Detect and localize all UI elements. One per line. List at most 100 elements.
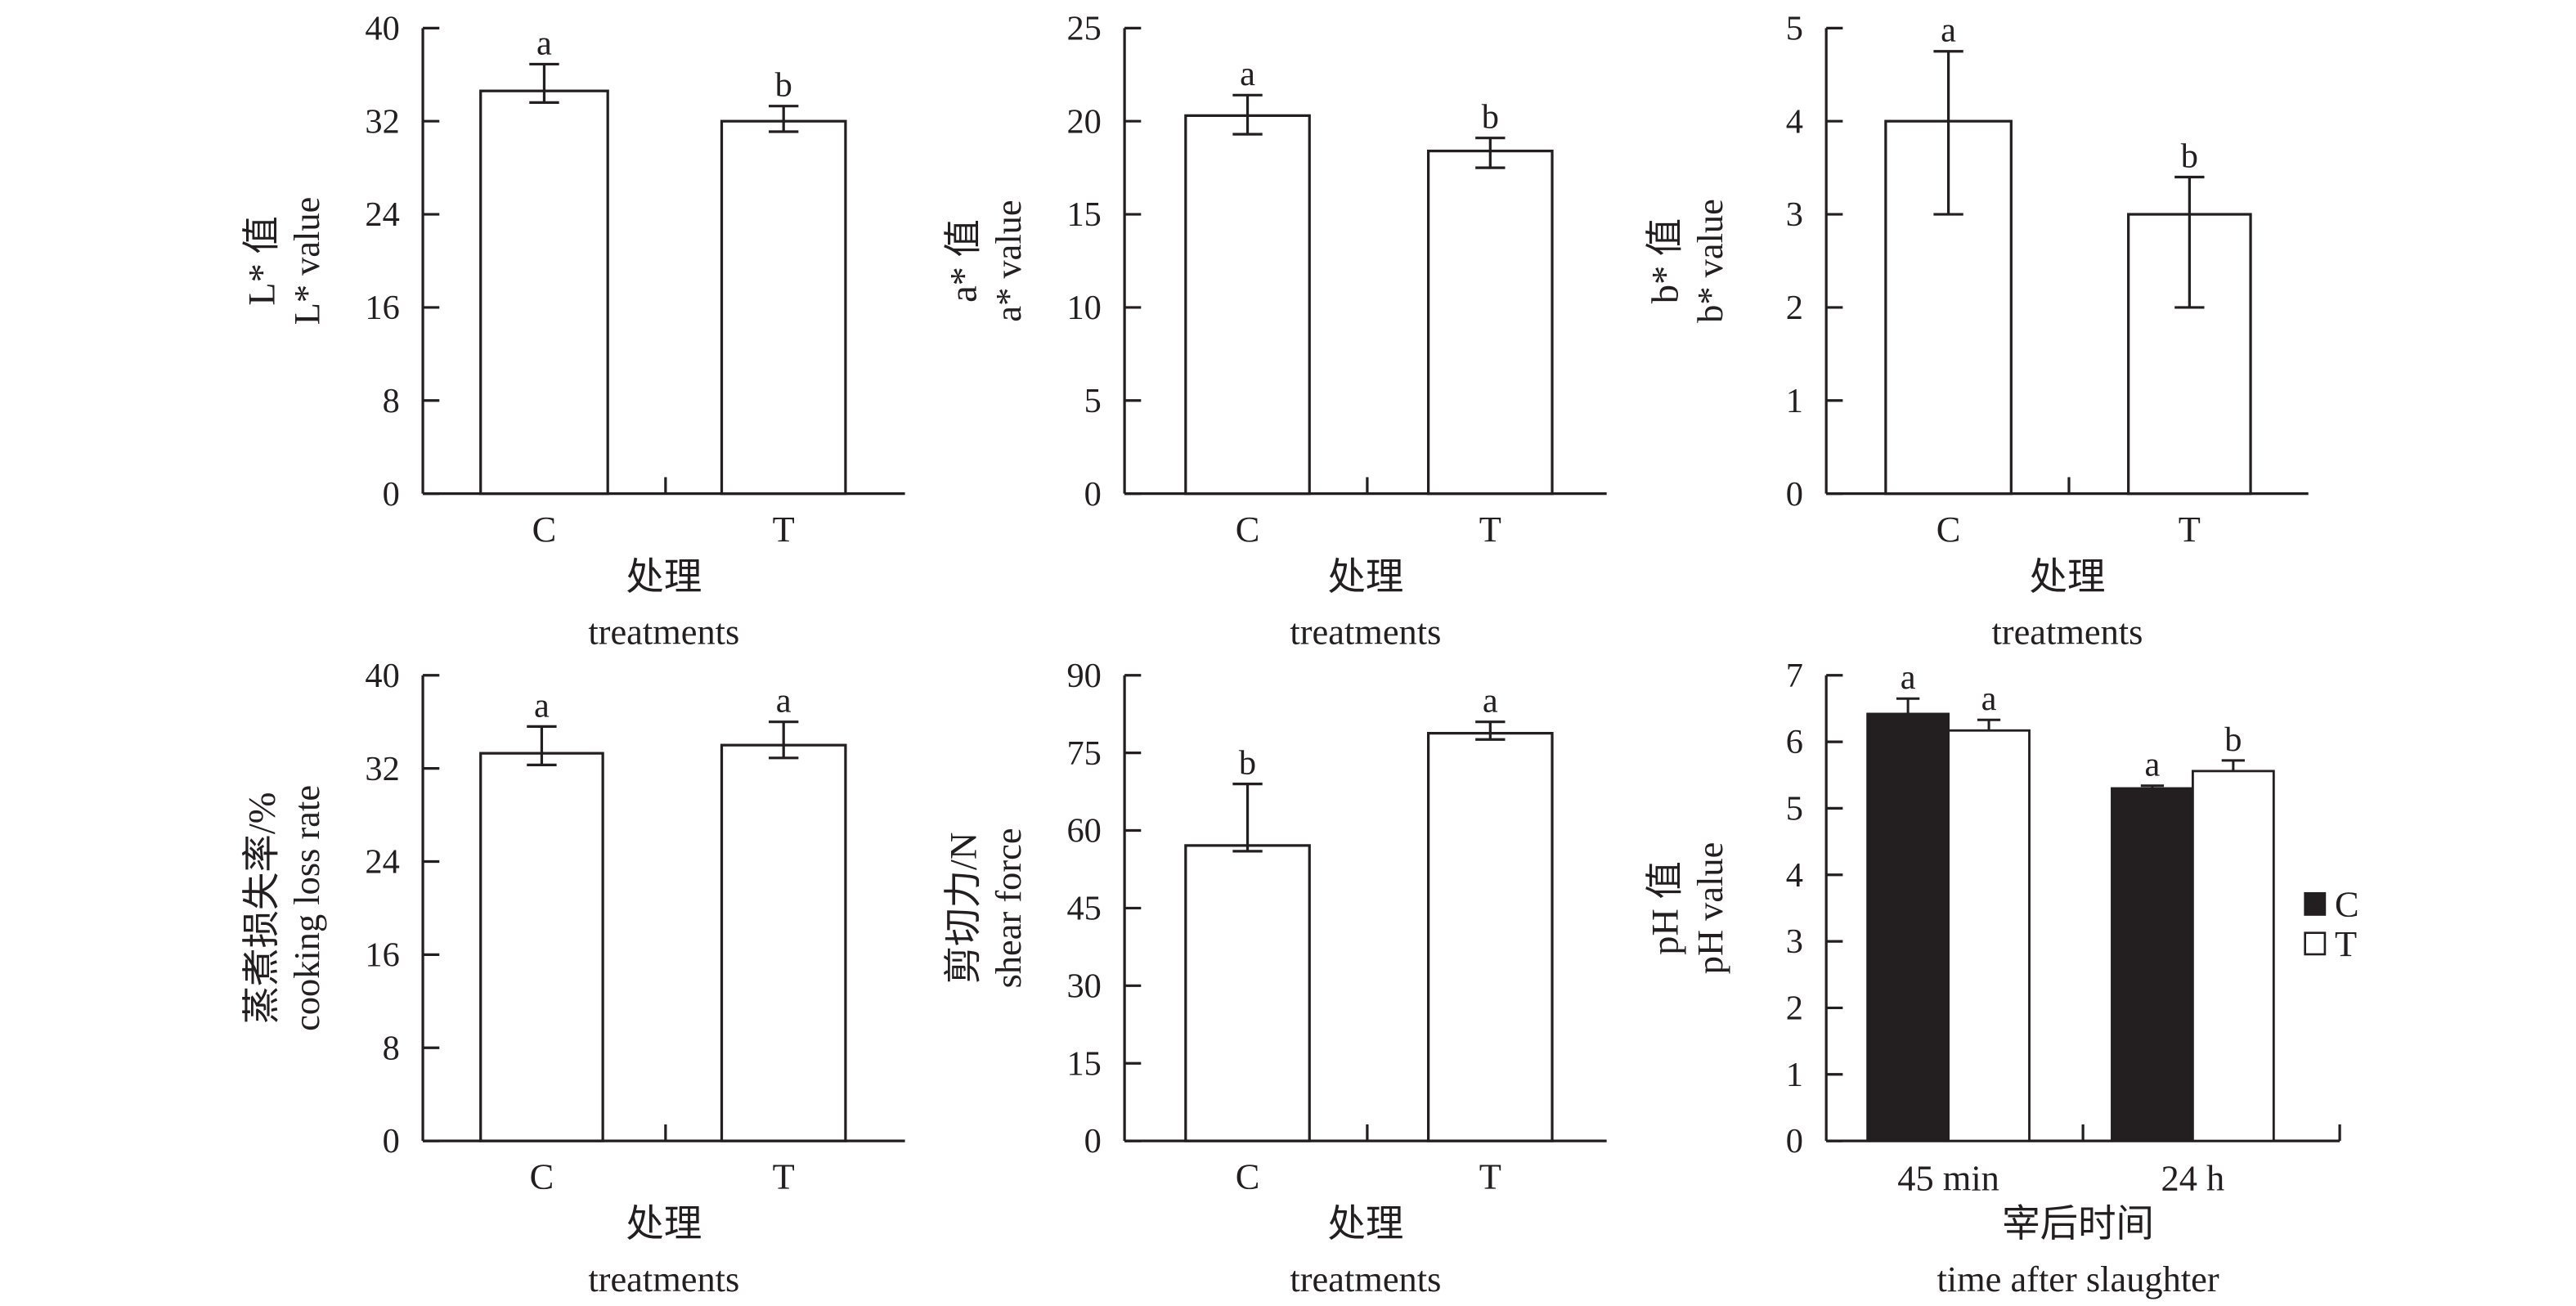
y-tick-label: 5 bbox=[1786, 9, 1803, 47]
y-tick-label: 75 bbox=[1066, 734, 1101, 773]
x-tick-label: 45 min bbox=[1897, 1158, 1999, 1199]
x-axis-label-en: treatments bbox=[1290, 1259, 1441, 1299]
x-tick-label: C bbox=[1236, 509, 1260, 550]
x-tick-label: C bbox=[1236, 1156, 1260, 1197]
significance-letter: a bbox=[2145, 746, 2161, 784]
significance-letter: a bbox=[1240, 55, 1255, 93]
y-tick-label: 4 bbox=[1786, 102, 1803, 141]
significance-letter: a bbox=[1483, 682, 1498, 720]
y-tick-label: 16 bbox=[365, 936, 399, 974]
chart-panel-1: 0 8 16 24 32 40 a Cb T 处理 treatments L* 值 L* value bbox=[241, 9, 905, 652]
y-tick-label: 2 bbox=[1786, 289, 1803, 327]
y-tick-label: 0 bbox=[1786, 1122, 1803, 1160]
y-tick-label: 4 bbox=[1786, 856, 1803, 895]
legend-label: C bbox=[2335, 884, 2359, 925]
y-tick-label: 45 bbox=[1066, 890, 1101, 928]
significance-letter: b bbox=[1482, 98, 1499, 137]
y-tick-label: 32 bbox=[365, 102, 399, 141]
bar-C-45 min bbox=[1866, 712, 1950, 1142]
y-axis-label-en: pH value bbox=[1690, 842, 1730, 975]
legend-label: T bbox=[2335, 923, 2357, 964]
x-axis-label-en: time after slaughter bbox=[1936, 1259, 2219, 1299]
y-tick-label: 8 bbox=[383, 1029, 400, 1067]
y-tick-label: 1 bbox=[1786, 382, 1803, 420]
bar-T-24 h bbox=[2191, 770, 2275, 1142]
y-tick-label: 3 bbox=[1786, 195, 1803, 234]
y-tick-label: 0 bbox=[1786, 475, 1803, 514]
y-tick-label: 15 bbox=[1066, 195, 1101, 234]
x-axis-label-cn: 处理 bbox=[626, 557, 702, 599]
x-tick-label: T bbox=[773, 509, 795, 550]
bar-T bbox=[720, 119, 847, 496]
bar-C bbox=[1184, 114, 1311, 496]
significance-letter: b bbox=[1239, 743, 1256, 782]
x-axis-label-en: treatments bbox=[588, 1259, 739, 1299]
y-tick-label: 8 bbox=[383, 382, 400, 420]
chart-panel-3: 0 1 2 3 4 5 a Cb T 处理 treatments b* 值 b* value bbox=[1645, 9, 2309, 652]
y-tick-label: 5 bbox=[1084, 382, 1102, 420]
x-axis-label-en: treatments bbox=[1290, 611, 1441, 652]
y-axis-label-cn: 剪切力/N bbox=[943, 833, 985, 985]
chart-panel-6: 0 1 2 3 4 5 6 7 a a 45 min a b 24 h CT 宰后时间 time after s… bbox=[1645, 657, 2358, 1299]
significance-letter: b bbox=[775, 66, 792, 105]
y-axis-label-en: a* value bbox=[988, 200, 1029, 321]
significance-letter: a bbox=[1941, 11, 1956, 50]
bar-T bbox=[1426, 731, 1554, 1142]
x-tick-label: T bbox=[773, 1156, 795, 1197]
y-tick-label: 3 bbox=[1786, 922, 1803, 961]
x-axis-label-cn: 处理 bbox=[2030, 557, 2106, 599]
significance-letter: a bbox=[536, 24, 552, 62]
y-tick-label: 20 bbox=[1066, 102, 1101, 141]
x-axis-label-cn: 处理 bbox=[1327, 557, 1403, 599]
bar-C bbox=[1184, 844, 1311, 1142]
y-axis-label-cn: a* 值 bbox=[943, 219, 985, 303]
x-tick-label: T bbox=[1479, 509, 1501, 550]
legend-swatch-C bbox=[2304, 891, 2327, 916]
y-tick-label: 30 bbox=[1066, 967, 1101, 1005]
significance-letter: a bbox=[1981, 680, 1997, 718]
y-axis-label-cn: pH 值 bbox=[1645, 861, 1686, 955]
y-tick-label: 5 bbox=[1786, 790, 1803, 828]
y-axis-label-en: shear force bbox=[988, 828, 1029, 988]
y-tick-label: 0 bbox=[1084, 475, 1102, 514]
y-tick-label: 24 bbox=[365, 843, 399, 882]
significance-letter: a bbox=[1901, 658, 1916, 697]
chart-panel-2: 0 5 10 15 20 25 a Cb T 处理 treatments a* 值 a* value bbox=[943, 9, 1607, 652]
x-tick-label: C bbox=[532, 509, 557, 550]
y-tick-label: 6 bbox=[1786, 723, 1803, 761]
y-tick-label: 10 bbox=[1066, 289, 1101, 327]
bar-C-24 h bbox=[2111, 787, 2194, 1142]
y-axis-label-en: b* value bbox=[1690, 199, 1730, 323]
y-tick-label: 90 bbox=[1066, 657, 1101, 695]
x-axis-label-cn: 处理 bbox=[626, 1204, 702, 1245]
y-tick-label: 25 bbox=[1066, 9, 1101, 47]
y-tick-label: 0 bbox=[1084, 1122, 1102, 1160]
y-tick-label: 7 bbox=[1786, 657, 1803, 695]
x-axis-label-en: treatments bbox=[588, 611, 739, 652]
y-axis-label-cn: 蒸煮损失率/% bbox=[241, 792, 283, 1025]
y-tick-label: 2 bbox=[1786, 990, 1803, 1028]
significance-letter: a bbox=[776, 682, 792, 720]
significance-letter: b bbox=[2181, 137, 2198, 175]
x-tick-label: C bbox=[530, 1156, 554, 1197]
y-tick-label: 0 bbox=[383, 1122, 400, 1160]
x-tick-label: C bbox=[1936, 509, 1961, 550]
bar-C bbox=[479, 752, 604, 1142]
bar-T bbox=[1426, 150, 1554, 496]
y-tick-label: 40 bbox=[365, 9, 399, 47]
y-axis-label-cn: L* 值 bbox=[241, 216, 283, 306]
significance-letter: b bbox=[2224, 720, 2242, 759]
y-tick-label: 1 bbox=[1786, 1056, 1803, 1094]
x-axis-label-cn: 宰后时间 bbox=[2002, 1204, 2154, 1245]
y-axis-label-cn: b* 值 bbox=[1645, 218, 1686, 303]
chart-panel-5: 0 15 30 45 60 75 90 b Ca T 处理 treatments 剪切力/N shear … bbox=[943, 657, 1607, 1299]
bar-C bbox=[479, 89, 609, 496]
chart-panel-4: 0 8 16 24 32 40 a Ca T 处理 treatments 蒸煮损失率/% cooking… bbox=[241, 657, 905, 1299]
x-axis-label-en: treatments bbox=[1991, 611, 2143, 652]
x-axis-label-cn: 处理 bbox=[1327, 1204, 1403, 1245]
bar-T-45 min bbox=[1947, 729, 2031, 1142]
y-tick-label: 0 bbox=[383, 475, 400, 514]
y-tick-label: 32 bbox=[365, 750, 399, 788]
x-tick-label: T bbox=[2179, 509, 2201, 550]
